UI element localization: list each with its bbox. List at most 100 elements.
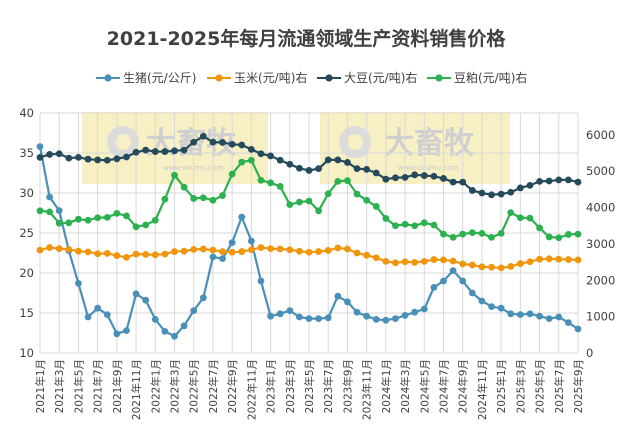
data-point <box>257 244 265 251</box>
data-point <box>536 224 543 232</box>
data-point <box>209 196 217 204</box>
data-point <box>344 245 351 253</box>
data-point <box>36 143 44 151</box>
x-tick-label: 2021年7月 <box>92 359 105 413</box>
legend-label-soymeal: 豆粕(元/吨)右 <box>454 70 527 85</box>
data-point <box>401 173 409 181</box>
data-point <box>161 195 169 203</box>
data-point <box>113 209 121 217</box>
data-point <box>84 155 92 163</box>
data-point <box>142 251 150 258</box>
data-point <box>257 277 265 285</box>
data-point <box>132 290 140 298</box>
data-point <box>545 233 553 241</box>
data-point <box>401 220 409 228</box>
data-point <box>363 251 371 259</box>
data-point <box>75 215 82 223</box>
x-tick-label: 2022年1月 <box>149 359 162 413</box>
y-right-tick-label: 3000 <box>586 237 615 251</box>
data-point <box>324 156 332 164</box>
data-point <box>574 325 582 333</box>
x-tick-label: 2021年9月 <box>111 359 124 413</box>
data-point <box>238 141 246 149</box>
data-point <box>247 145 255 153</box>
gridlines <box>39 112 579 354</box>
data-point <box>420 305 428 313</box>
data-point <box>324 247 332 254</box>
data-point <box>440 277 447 285</box>
data-point <box>334 244 342 252</box>
data-point <box>151 216 159 224</box>
data-point <box>190 138 198 146</box>
y-left-tick-label: 40 <box>19 106 34 120</box>
data-point <box>65 245 73 253</box>
data-point <box>84 216 92 224</box>
data-point <box>199 132 207 140</box>
data-point <box>161 250 169 258</box>
data-point <box>334 177 342 185</box>
data-point <box>324 190 332 198</box>
data-point <box>132 223 140 231</box>
data-point <box>267 312 274 320</box>
data-point <box>190 307 198 314</box>
x-tick-label: 2025年9月 <box>572 359 585 413</box>
y-left-tick-label: 15 <box>19 306 34 320</box>
data-point <box>267 152 274 160</box>
data-point <box>36 153 44 161</box>
data-point <box>372 203 380 210</box>
data-point <box>545 315 553 322</box>
data-point <box>440 175 447 182</box>
data-point <box>305 197 313 205</box>
data-point <box>555 313 563 321</box>
data-point <box>536 312 543 320</box>
data-point <box>564 176 572 184</box>
data-point <box>488 233 495 241</box>
data-point <box>516 311 524 318</box>
data-point <box>55 219 63 227</box>
data-point <box>171 332 178 340</box>
data-point <box>295 313 303 321</box>
data-point <box>516 260 524 267</box>
x-tick-label: 2023年9月 <box>341 359 354 413</box>
data-point <box>564 231 572 238</box>
data-point <box>507 209 515 217</box>
data-point <box>372 316 380 323</box>
data-point <box>142 146 150 154</box>
data-point <box>401 312 409 319</box>
data-point <box>36 207 44 215</box>
data-point <box>180 183 188 191</box>
data-point <box>363 196 371 204</box>
axes: 10 15 20 25 30 35 40 0 1000 2000 3000 4000 5000 6000 2… <box>19 106 615 420</box>
data-point <box>132 148 140 156</box>
legend-item-corn: 玉米(元/吨)右 <box>207 70 307 85</box>
data-point <box>257 176 265 184</box>
y-left-tick-label: 35 <box>19 146 34 160</box>
data-point <box>219 248 226 255</box>
data-point <box>209 138 217 146</box>
x-tick-label: 2022年9月 <box>226 359 239 413</box>
data-point <box>516 214 524 222</box>
data-point <box>228 248 236 256</box>
data-point <box>55 150 63 158</box>
data-point <box>276 245 284 253</box>
data-point <box>507 310 515 318</box>
data-point <box>497 304 505 312</box>
data-point <box>526 214 534 222</box>
x-tick-label: 2024年1月 <box>380 359 393 413</box>
data-point <box>171 248 178 255</box>
data-point <box>344 298 351 306</box>
data-point <box>392 222 399 230</box>
data-point <box>151 148 159 155</box>
data-point <box>526 258 534 266</box>
data-point <box>123 153 130 161</box>
data-point <box>459 277 467 285</box>
data-point <box>382 215 390 222</box>
data-point <box>411 222 419 230</box>
data-point <box>238 248 246 255</box>
data-point <box>574 256 582 264</box>
data-point <box>286 160 294 168</box>
data-point <box>94 156 102 164</box>
data-point <box>401 258 409 266</box>
data-point <box>151 316 159 323</box>
data-point <box>430 172 438 180</box>
